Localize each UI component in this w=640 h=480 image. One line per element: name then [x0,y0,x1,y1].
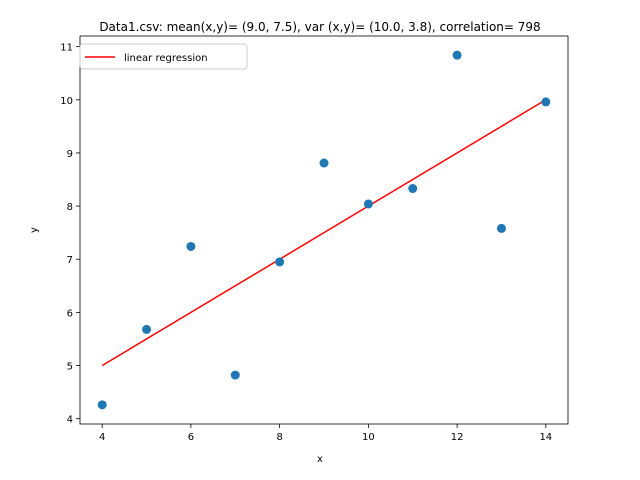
x-tick-label: 6 [188,432,194,443]
chart-title: Data1.csv: mean(x,y)= (9.0, 7.5), var (x… [99,20,540,34]
data-point [142,324,152,334]
y-tick-label: 8 [67,202,73,213]
data-point [363,199,373,209]
x-tick-label: 10 [362,432,375,443]
x-tick-label: 8 [276,432,282,443]
data-point [97,400,107,410]
y-tick-label: 6 [67,308,73,319]
plot-area [79,35,569,425]
x-axis: 4 6 8 10 12 14 [99,424,552,443]
data-point [496,223,506,233]
x-tick-label: 4 [99,432,105,443]
y-tick-label: 11 [60,43,73,54]
data-point [408,184,418,194]
axes-frame [79,35,569,425]
data-point [452,50,462,60]
x-tick-label: 12 [451,432,464,443]
legend-frame [79,43,248,70]
y-tick-label: 7 [67,255,73,266]
y-tick-label: 5 [67,362,73,373]
data-point [230,370,240,380]
data-point [541,97,551,107]
y-tick-label: 4 [67,415,73,426]
y-axis: 4 5 6 7 8 9 10 11 [60,43,80,426]
x-tick-label: 14 [539,432,552,443]
legend: linear regression [79,43,248,70]
legend-label-regression: linear regression [124,53,208,64]
y-tick-label: 9 [67,149,73,160]
x-axis-label: x [317,454,323,465]
y-axis-label: y [29,227,40,233]
data-point [319,158,329,168]
data-point [186,241,196,251]
regression-line [101,99,547,367]
y-tick-label: 10 [60,96,73,107]
data-point [275,257,285,267]
